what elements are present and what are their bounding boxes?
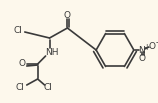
- Text: Cl: Cl: [15, 83, 24, 91]
- Text: N: N: [138, 46, 145, 54]
- Text: O: O: [64, 11, 71, 19]
- Text: +: +: [143, 43, 150, 52]
- Text: Cl: Cl: [13, 26, 22, 35]
- Text: O: O: [138, 53, 145, 63]
- Text: O: O: [18, 60, 25, 68]
- Text: -: -: [155, 39, 158, 47]
- Text: Cl: Cl: [43, 83, 52, 91]
- Text: NH: NH: [45, 47, 58, 57]
- Text: O: O: [148, 42, 155, 50]
